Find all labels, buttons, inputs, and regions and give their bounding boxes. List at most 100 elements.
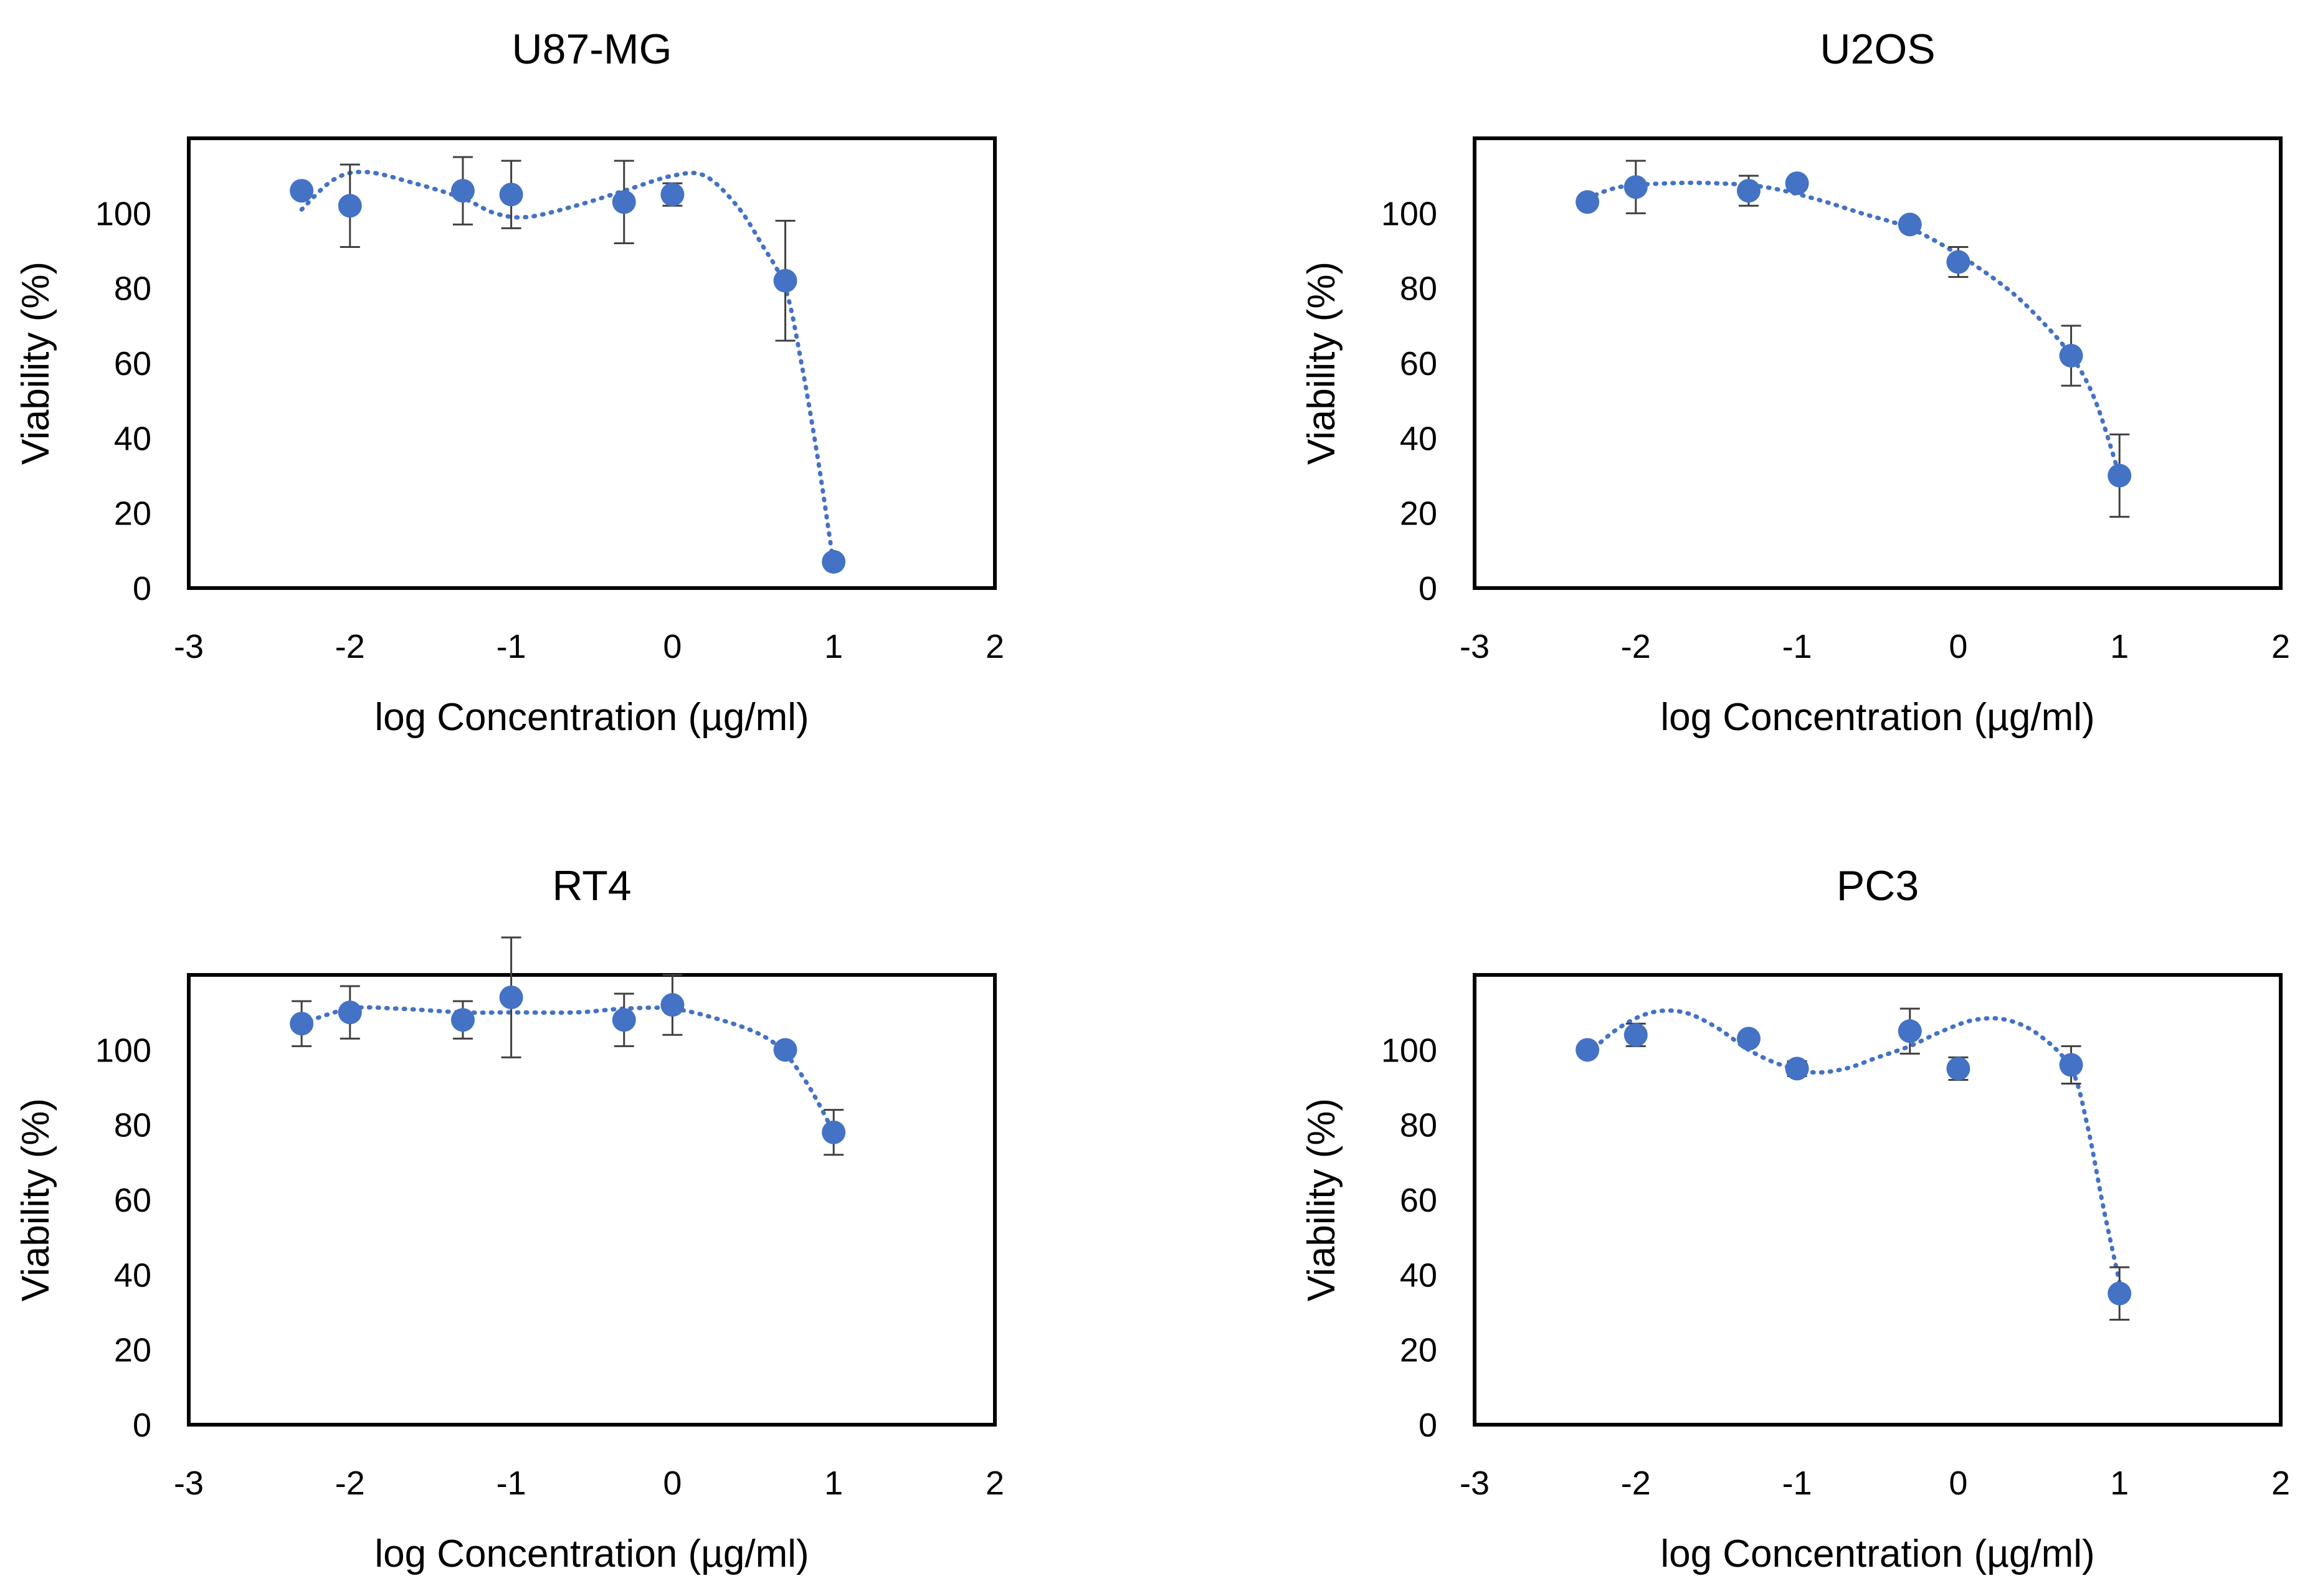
data-point xyxy=(2108,1281,2132,1306)
x-tick-label: -2 xyxy=(1621,1465,1651,1502)
y-axis-label: Viability (%) xyxy=(14,262,57,465)
data-point xyxy=(612,190,636,214)
y-tick-label: 80 xyxy=(1400,270,1437,308)
y-axis-label: Viability (%) xyxy=(1300,1098,1343,1301)
y-tick-label: 20 xyxy=(1400,1332,1437,1369)
data-point xyxy=(450,1008,475,1032)
x-tick-label: -1 xyxy=(497,1465,526,1502)
x-tick-label: -3 xyxy=(1460,628,1490,665)
x-axis-label: log Concentration (µg/ml) xyxy=(374,1532,809,1575)
x-tick-label: -3 xyxy=(174,628,204,665)
y-tick-label: 40 xyxy=(114,1256,151,1294)
data-point xyxy=(1898,212,1922,237)
y-tick-label: 40 xyxy=(114,420,151,457)
x-axis-label: log Concentration (µg/ml) xyxy=(1660,1532,2094,1575)
y-tick-label: 20 xyxy=(1400,495,1437,533)
data-point xyxy=(499,183,523,207)
y-tick-label: 0 xyxy=(133,570,151,607)
data-point xyxy=(1946,250,1970,274)
data-point xyxy=(2059,1053,2083,1077)
data-point xyxy=(2059,343,2083,368)
y-tick-label: 40 xyxy=(1400,1256,1437,1294)
x-tick-label: 1 xyxy=(2110,628,2129,665)
data-point xyxy=(660,183,685,207)
x-tick-label: 0 xyxy=(663,628,682,665)
chart-title: RT4 xyxy=(552,862,631,910)
data-point xyxy=(773,268,797,293)
x-tick-label: -3 xyxy=(1460,1465,1490,1502)
x-tick-label: -1 xyxy=(1782,628,1812,665)
chart-title: PC3 xyxy=(1837,862,1919,910)
plot-frame xyxy=(1473,973,2283,1427)
y-tick-label: 80 xyxy=(1400,1107,1437,1144)
y-tick-label: 100 xyxy=(95,1032,151,1069)
data-point xyxy=(2108,463,2132,488)
x-tick-label: 1 xyxy=(2110,1465,2129,1502)
data-point xyxy=(1946,1057,1970,1081)
y-tick-label: 0 xyxy=(1419,570,1437,607)
y-tick-label: 60 xyxy=(1400,345,1437,382)
data-point xyxy=(290,179,314,203)
data-point xyxy=(290,1012,314,1036)
x-tick-label: -3 xyxy=(174,1465,204,1502)
data-point xyxy=(450,179,475,203)
data-point xyxy=(822,1120,846,1144)
y-tick-label: 60 xyxy=(1400,1182,1437,1219)
trendline xyxy=(299,1005,836,1135)
x-tick-label: 1 xyxy=(824,1465,843,1502)
x-tick-label: -1 xyxy=(497,628,526,665)
plot-frame xyxy=(187,136,997,590)
chart-title: U2OS xyxy=(1820,26,1935,73)
data-point xyxy=(1785,171,1809,196)
y-tick-label: 60 xyxy=(114,345,151,382)
y-tick-label: 0 xyxy=(1419,1407,1437,1444)
y-axis-label: Viability (%) xyxy=(1300,262,1343,465)
x-tick-label: 1 xyxy=(824,628,843,665)
data-point xyxy=(1736,1027,1761,1051)
data-point xyxy=(1623,1023,1648,1047)
x-tick-label: 2 xyxy=(986,1465,1004,1502)
y-axis-label: Viability (%) xyxy=(14,1098,57,1301)
data-point xyxy=(1736,179,1761,203)
plot-frame xyxy=(1473,136,2283,590)
data-point xyxy=(773,1038,797,1062)
data-point xyxy=(338,1000,362,1025)
data-point xyxy=(1576,190,1600,214)
y-tick-label: 40 xyxy=(1400,420,1437,457)
x-axis-label: log Concentration (µg/ml) xyxy=(1660,696,2094,739)
x-tick-label: 2 xyxy=(2271,628,2290,665)
y-tick-label: 20 xyxy=(114,1332,151,1369)
trendline xyxy=(1585,180,2122,478)
y-tick-label: 60 xyxy=(114,1182,151,1219)
x-tick-label: -1 xyxy=(1782,1465,1812,1502)
x-tick-label: 0 xyxy=(1949,628,1967,665)
x-tick-label: -2 xyxy=(335,1465,365,1502)
data-point xyxy=(338,194,362,218)
data-point xyxy=(1785,1057,1809,1081)
data-point xyxy=(1898,1019,1922,1043)
x-tick-label: 0 xyxy=(663,1465,682,1502)
x-tick-label: 0 xyxy=(1949,1465,1967,1502)
y-tick-label: 80 xyxy=(114,1107,151,1144)
y-tick-label: 80 xyxy=(114,270,151,308)
data-point xyxy=(660,993,685,1017)
y-tick-label: 100 xyxy=(95,195,151,232)
x-tick-label: -2 xyxy=(335,628,365,665)
plot-frame xyxy=(187,973,997,1427)
data-point xyxy=(612,1008,636,1032)
chart-title: U87-MG xyxy=(512,26,672,73)
y-tick-label: 100 xyxy=(1381,1032,1437,1069)
x-tick-label: 2 xyxy=(2271,1465,2290,1502)
data-point xyxy=(1623,175,1648,199)
x-tick-label: 2 xyxy=(986,628,1004,665)
x-tick-label: -2 xyxy=(1621,628,1651,665)
y-tick-label: 100 xyxy=(1381,195,1437,232)
y-tick-label: 20 xyxy=(114,495,151,533)
data-point xyxy=(499,986,523,1010)
y-tick-label: 0 xyxy=(133,1407,151,1444)
